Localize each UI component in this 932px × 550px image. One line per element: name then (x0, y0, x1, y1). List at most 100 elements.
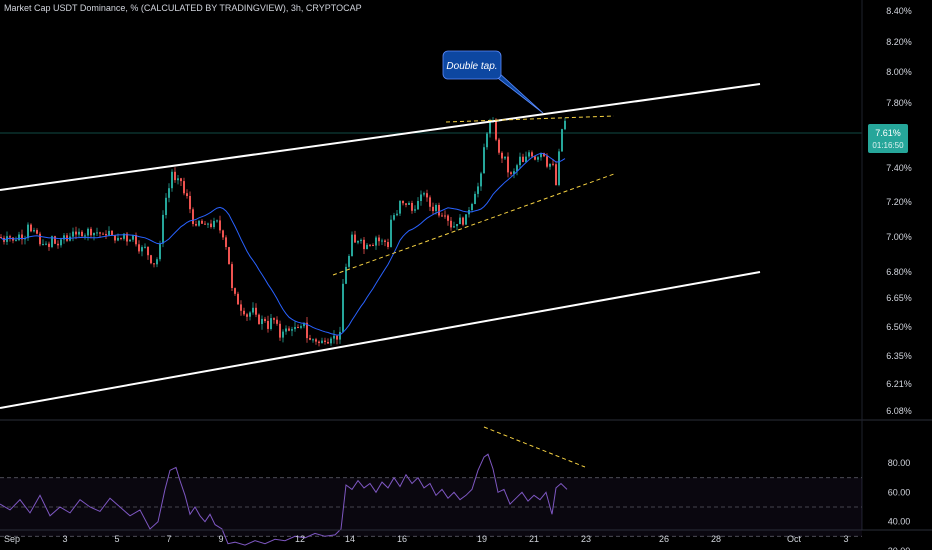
y-tick-label: 7.20% (886, 197, 912, 207)
candle-body (441, 215, 443, 217)
candle-body (0, 237, 2, 238)
candle-body (330, 338, 332, 344)
y-tick-label: 8.40% (886, 6, 912, 16)
candle-body (534, 156, 536, 160)
candle-body (540, 153, 542, 158)
candle-body (63, 235, 65, 240)
y-tick-label: 6.80% (886, 267, 912, 277)
candle-body (114, 235, 116, 241)
candle-body (477, 186, 479, 194)
candle-body (231, 264, 233, 288)
candle-body (552, 163, 554, 165)
candle-body (261, 318, 263, 324)
candle-body (435, 205, 437, 212)
candle-body (555, 164, 557, 185)
candle-body (21, 234, 23, 240)
y-tick-label: 7.80% (886, 98, 912, 108)
y-tick-label: 8.00% (886, 67, 912, 77)
candlestick-series (0, 117, 566, 347)
candle-body (60, 239, 62, 246)
candle-body (174, 171, 176, 181)
rsi-pane (0, 453, 862, 546)
candle-body (147, 246, 149, 256)
last-price-tag: 7.61% 01:16:50 (868, 124, 908, 153)
candle-body (339, 331, 341, 340)
candle-body (30, 224, 32, 232)
candle-body (138, 244, 140, 252)
candle-body (462, 217, 464, 225)
candle-body (309, 338, 311, 340)
candle-body (306, 322, 308, 339)
candle-body (72, 231, 74, 237)
x-tick-label: Sep (4, 534, 20, 544)
candle-body (279, 323, 281, 338)
candle-body (39, 233, 41, 245)
candle-body (327, 342, 329, 344)
candle-body (405, 203, 407, 205)
candle-body (234, 288, 236, 294)
double-tap-callout: Double tap. (442, 50, 544, 114)
candle-body (204, 223, 206, 225)
resistance-trendline (445, 115, 615, 123)
candle-body (255, 307, 257, 315)
candle-body (87, 228, 89, 236)
y-tick-label: 7.00% (886, 232, 912, 242)
candle-body (195, 224, 197, 226)
candle-body (246, 314, 248, 317)
candle-body (537, 157, 539, 160)
candle-body (504, 156, 506, 159)
y-tick-label: 6.50% (886, 322, 912, 332)
candle-body (42, 244, 44, 245)
x-tick-label: 28 (711, 534, 721, 544)
candle-body (162, 214, 164, 244)
x-tick-label: Oct (787, 534, 802, 544)
candle-body (375, 237, 377, 246)
candle-body (177, 178, 179, 181)
candle-body (483, 147, 485, 174)
candle-body (459, 217, 461, 225)
candle-body (546, 156, 548, 167)
candle-body (396, 213, 398, 216)
candle-body (324, 340, 326, 342)
candle-body (96, 232, 98, 234)
callout-text: Double tap. (446, 61, 497, 72)
candle-body (390, 219, 392, 247)
candle-body (408, 203, 410, 205)
time-axis[interactable]: Sep 3 5 7 9 12 14 16 19 21 23 26 28 Oct 3 (0, 529, 932, 544)
candle-body (237, 293, 239, 305)
callout-box (442, 50, 502, 80)
candle-body (543, 153, 545, 157)
candle-body (216, 220, 218, 222)
candle-body (414, 209, 416, 211)
candle-body (516, 165, 518, 172)
candle-body (36, 230, 38, 234)
trend-drawings (0, 83, 761, 468)
candle-body (189, 196, 191, 210)
candle-body (282, 331, 284, 338)
candle-body (315, 339, 317, 342)
candle-body (9, 236, 11, 238)
y-tick-label: 6.35% (886, 351, 912, 361)
candle-body (294, 327, 296, 330)
candle-body (450, 220, 452, 228)
candle-body (48, 243, 50, 247)
candle-body (423, 193, 425, 195)
candle-body (354, 234, 356, 243)
y-tick-label: 7.40% (886, 163, 912, 173)
candle-body (297, 327, 299, 328)
candle-body (18, 234, 20, 241)
candle-body (135, 235, 137, 245)
candle-body (222, 230, 224, 238)
candle-body (366, 244, 368, 249)
x-tick-label: 12 (295, 534, 305, 544)
candle-body (165, 197, 167, 215)
rsi-tick-label: 40.00 (888, 517, 911, 527)
candle-body (54, 236, 56, 244)
candle-body (75, 231, 77, 235)
price-axis[interactable]: 8.40% 8.20% 8.00% 7.80% 7.40% 7.20% 7.00% 6.80%… (886, 6, 912, 550)
candle-body (480, 173, 482, 187)
x-tick-label: 9 (218, 534, 223, 544)
candle-body (531, 152, 533, 157)
candle-body (81, 231, 83, 236)
